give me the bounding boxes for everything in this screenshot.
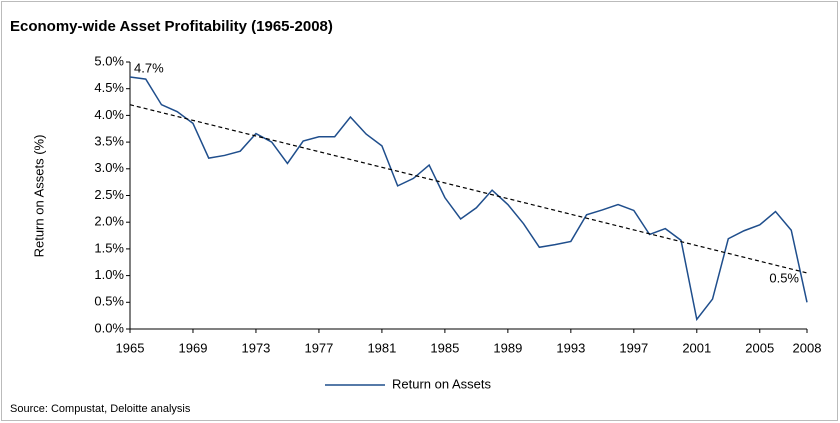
annotation: 4.7%	[134, 60, 164, 75]
x-tick-label: 1993	[556, 340, 585, 355]
x-tick-label: 1977	[304, 340, 333, 355]
x-tick-label: 1969	[179, 340, 208, 355]
y-tick-label: 1.5%	[94, 240, 124, 255]
y-tick-label: 0.0%	[94, 320, 124, 335]
trend-line	[129, 104, 808, 274]
y-tick-label: 0.5%	[94, 294, 124, 309]
y-tick-label: 5.0%	[94, 53, 124, 68]
chart-title: Economy-wide Asset Profitability (1965-2…	[10, 18, 333, 35]
y-tick-label: 3.0%	[94, 160, 124, 175]
y-tick-label: 1.0%	[94, 267, 124, 282]
y-tick-label: 3.5%	[94, 134, 124, 149]
x-tick-label: 1973	[241, 340, 270, 355]
x-tick-label: 2005	[745, 340, 774, 355]
y-tick-label: 2.0%	[94, 214, 124, 229]
source: Source: Compustat, Deloitte analysis	[10, 403, 191, 415]
x-tick-label: 2008	[793, 340, 822, 355]
x-tick-label: 1997	[619, 340, 648, 355]
y-tick-label: 2.5%	[94, 187, 124, 202]
annotation: 0.5%	[769, 271, 799, 286]
y-axis-title: Return on Assets (%)	[31, 135, 46, 258]
y-tick-label: 4.0%	[94, 107, 124, 122]
legend-label: Return on Assets	[392, 376, 491, 391]
data-line	[129, 76, 808, 322]
x-tick-label: 1965	[116, 340, 145, 355]
y-tick-label: 4.5%	[94, 80, 124, 95]
x-tick-label: 1989	[493, 340, 522, 355]
x-tick-label: 2001	[682, 340, 711, 355]
x-tick-label: 1981	[367, 340, 396, 355]
x-tick-label: 1985	[430, 340, 459, 355]
